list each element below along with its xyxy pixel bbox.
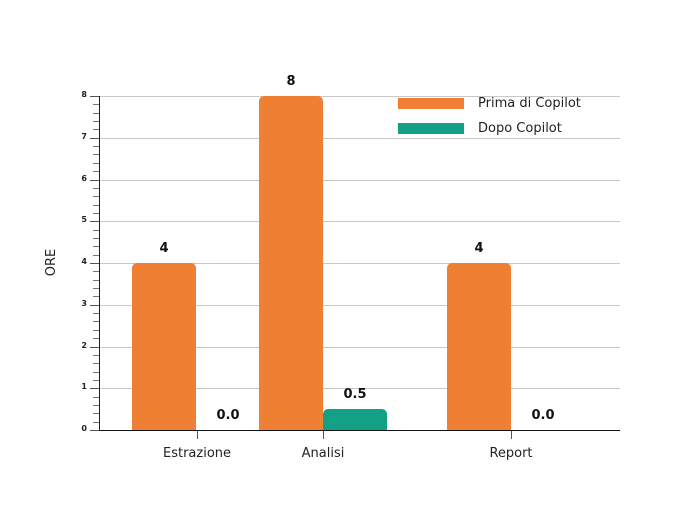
bar-prima — [259, 96, 323, 430]
y-minor-tick — [93, 421, 99, 423]
y-tick-label: 2 — [81, 340, 87, 350]
y-major-tick — [90, 179, 99, 181]
legend-item: Dopo Copilot — [398, 121, 562, 136]
y-minor-tick — [93, 313, 99, 315]
gridline — [99, 179, 620, 181]
bar-prima — [132, 263, 196, 430]
y-axis-line — [99, 96, 100, 430]
y-minor-tick — [93, 154, 99, 156]
legend-item: Prima di Copilot — [398, 96, 581, 111]
y-minor-tick — [93, 121, 99, 123]
gridline — [99, 304, 620, 306]
value-label: 4 — [159, 241, 169, 256]
value-label: 4 — [474, 241, 484, 256]
y-minor-tick — [93, 146, 99, 148]
y-tick-label: 1 — [81, 382, 87, 392]
y-minor-tick — [93, 196, 99, 198]
y-minor-tick — [93, 104, 99, 106]
gridline — [99, 263, 620, 264]
y-minor-tick — [93, 171, 99, 173]
value-label: 0.0 — [531, 408, 555, 423]
y-minor-tick — [93, 413, 99, 415]
x-tick-label: Report — [489, 446, 533, 461]
y-major-tick — [90, 346, 99, 348]
y-tick-label: 0 — [81, 424, 87, 433]
y-major-tick — [90, 304, 99, 306]
y-axis-label: ORE — [44, 248, 60, 277]
y-tick-label: 7 — [81, 131, 87, 141]
y-tick-label: 6 — [81, 173, 87, 183]
y-minor-tick — [93, 363, 99, 365]
y-minor-tick — [93, 379, 99, 381]
y-minor-tick — [93, 212, 99, 214]
gridline — [99, 346, 620, 348]
legend-swatch — [398, 98, 464, 109]
y-tick-label: 3 — [81, 298, 87, 308]
y-minor-tick — [93, 254, 99, 256]
x-axis-line — [99, 430, 620, 431]
value-label: 0.5 — [343, 387, 367, 403]
value-label: 0.0 — [216, 408, 240, 423]
y-major-tick — [90, 430, 99, 431]
y-major-tick — [90, 263, 99, 264]
y-major-tick — [90, 221, 99, 223]
y-minor-tick — [93, 338, 99, 340]
bar-prima — [447, 263, 511, 430]
y-minor-tick — [93, 246, 99, 248]
gridline — [99, 96, 620, 97]
y-minor-tick — [93, 204, 99, 206]
y-minor-tick — [93, 129, 99, 131]
y-major-tick — [90, 137, 99, 139]
legend-label: Dopo Copilot — [478, 121, 562, 136]
y-minor-tick — [93, 396, 99, 398]
x-tick — [323, 431, 324, 439]
y-major-tick — [90, 388, 99, 390]
bar-dopo — [323, 409, 387, 430]
y-minor-tick — [93, 187, 99, 189]
gridline — [99, 221, 620, 223]
y-minor-tick — [93, 296, 99, 298]
gridline — [99, 137, 620, 139]
y-minor-tick — [93, 112, 99, 114]
x-tick — [511, 431, 512, 439]
legend-swatch — [398, 123, 464, 134]
y-minor-tick — [93, 404, 99, 406]
x-tick-label: Analisi — [301, 446, 345, 461]
y-minor-tick — [93, 237, 99, 239]
x-tick — [197, 431, 198, 439]
y-minor-tick — [93, 321, 99, 323]
x-tick-label: Estrazione — [162, 446, 232, 461]
y-minor-tick — [93, 229, 99, 231]
value-label: 8 — [286, 74, 296, 89]
y-minor-tick — [93, 288, 99, 290]
y-minor-tick — [93, 279, 99, 281]
y-minor-tick — [93, 354, 99, 356]
y-minor-tick — [93, 329, 99, 331]
y-major-tick — [90, 96, 99, 97]
y-tick-label: 4 — [81, 257, 87, 266]
y-minor-tick — [93, 271, 99, 273]
y-tick-label: 8 — [81, 90, 87, 99]
y-minor-tick — [93, 162, 99, 164]
legend-label: Prima di Copilot — [478, 96, 581, 111]
y-minor-tick — [93, 371, 99, 373]
y-tick-label: 5 — [81, 215, 87, 225]
gridline — [99, 388, 620, 390]
